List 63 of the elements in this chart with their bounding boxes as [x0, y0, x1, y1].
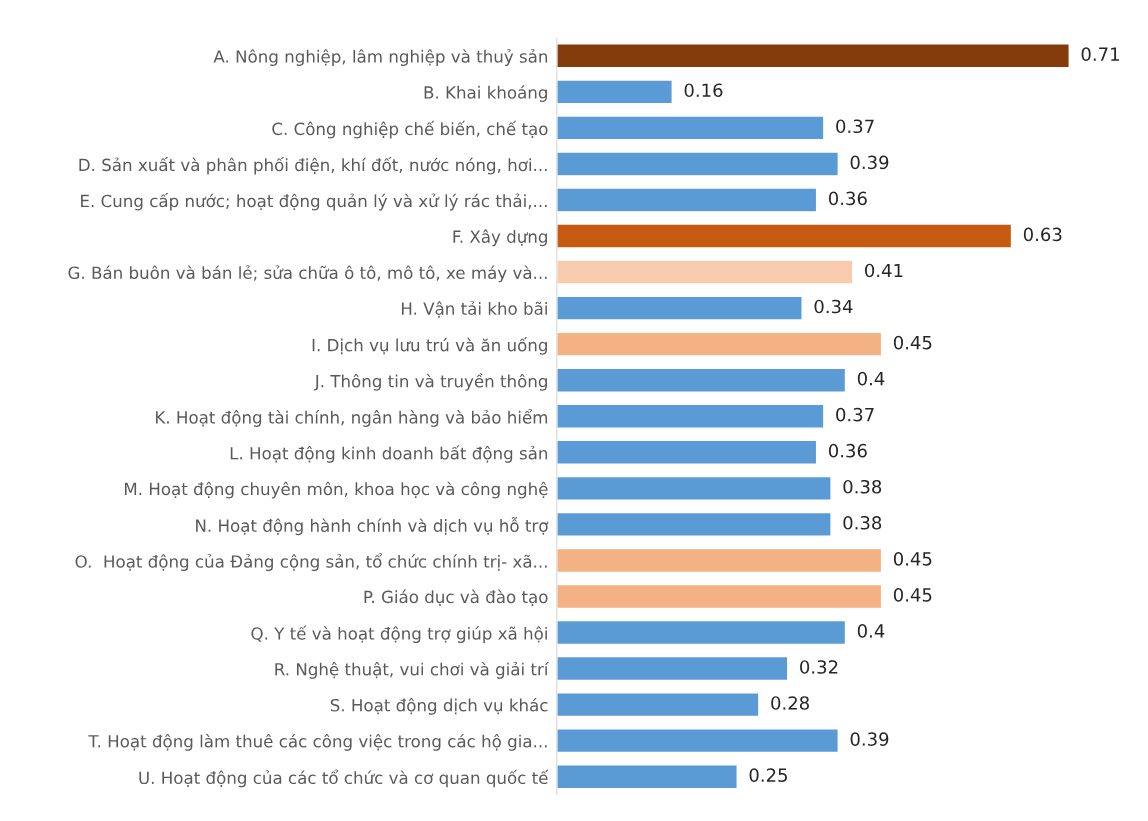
data-label: 0.71 [1081, 47, 1119, 62]
data-label: 0.34 [814, 299, 853, 314]
bar [556, 151, 839, 177]
y-tick-label: P. Giáo dục và đào tạo [364, 589, 548, 606]
y-tick-label: R. Nghệ thuật, vui chơi và giải trí [275, 661, 549, 679]
y-tick-label: S. Hoạt động dịch vụ khác [330, 697, 548, 715]
bar [556, 187, 818, 213]
y-tick-label: E. Cung cấp nước; hoạt động quản lý và xử lý rác thải,... [81, 192, 547, 211]
bar [556, 583, 883, 610]
bar [556, 79, 673, 105]
data-label: 0.32 [800, 660, 838, 674]
y-tick-label: F. Xây dựng [453, 229, 547, 247]
data-label: 0.45 [893, 552, 932, 566]
y-tick-label: G. Bán buôn và bán lẻ; sửa chữa ô tô, mô tô, xe máy và... [68, 265, 547, 283]
bar [556, 331, 883, 357]
bar [556, 511, 832, 537]
bar [556, 692, 760, 718]
y-tick-label: U. Hoạt động của các tổ chức và cơ quan quốc tế [139, 769, 549, 788]
data-label: 0.37 [836, 407, 874, 422]
data-label: 0.45 [893, 588, 932, 602]
data-label: 0.39 [850, 732, 889, 746]
bar [556, 439, 818, 465]
y-tick-label: T. Hoạt động làm thuê các công việc trong các hộ gia... [88, 733, 547, 751]
y-tick-label: M. Hoạt động chuyên môn, khoa học và công nghệ [124, 481, 548, 499]
data-label: 0.63 [1023, 227, 1062, 242]
y-tick-label: C. Công nghiệp chế biến, chế tạo [272, 120, 548, 139]
data-label: 0.4 [857, 624, 885, 638]
y-tick-label: I. Dịch vụ lưu trú và ăn uống [312, 337, 547, 355]
bar [556, 619, 847, 646]
bar [556, 259, 854, 285]
y-tick-label: L. Hoạt động kinh doanh bất động sản [230, 445, 548, 463]
y-tick-label: D. Sản xuất và phân phối điện, khí đốt, nước nóng, hơi... [79, 156, 547, 175]
data-label: 0.45 [893, 335, 932, 350]
bar [556, 728, 839, 754]
y-tick-label: N. Hoạt động hành chính và dịch vụ hỗ trợ [196, 517, 549, 536]
bar [556, 547, 883, 574]
data-label: 0.28 [771, 696, 809, 710]
y-tick-label: H. Vận tải kho bãi [401, 301, 547, 318]
bar [556, 655, 789, 682]
y-tick-label: J. Thông tin và truyền thông [313, 373, 547, 391]
y-tick-label: Q. Y tế và hoạt động trợ giúp xã hội [251, 625, 547, 644]
data-label: 0.38 [843, 479, 882, 494]
bar [556, 223, 1013, 249]
data-label: 0.16 [684, 83, 723, 98]
data-label: 0.4 [857, 371, 885, 386]
data-label: 0.38 [843, 515, 882, 530]
y-tick-label: K. Hoạt động tài chính, ngân hàng và bảo hiểm [156, 409, 548, 427]
data-label: 0.41 [865, 263, 903, 278]
bar [556, 295, 803, 321]
data-label: 0.39 [850, 155, 889, 170]
bar [556, 475, 832, 501]
data-label: 0.25 [749, 768, 787, 782]
data-label: 0.37 [836, 119, 874, 134]
data-label: 0.36 [828, 443, 867, 458]
bar [556, 403, 825, 429]
y-tick-label: B. Khai khoáng [424, 85, 547, 102]
bar [556, 764, 738, 790]
y-tick-label: O. Hoạt động của Đảng cộng sản, tổ chức chính trị- xã... [75, 553, 547, 572]
y-tick-label: A. Nông nghiệp, lâm nghiệp và thuỷ sản [213, 49, 548, 67]
bar [556, 367, 847, 393]
data-label: 0.36 [828, 191, 867, 206]
bar [556, 115, 825, 141]
bar [556, 43, 1070, 69]
